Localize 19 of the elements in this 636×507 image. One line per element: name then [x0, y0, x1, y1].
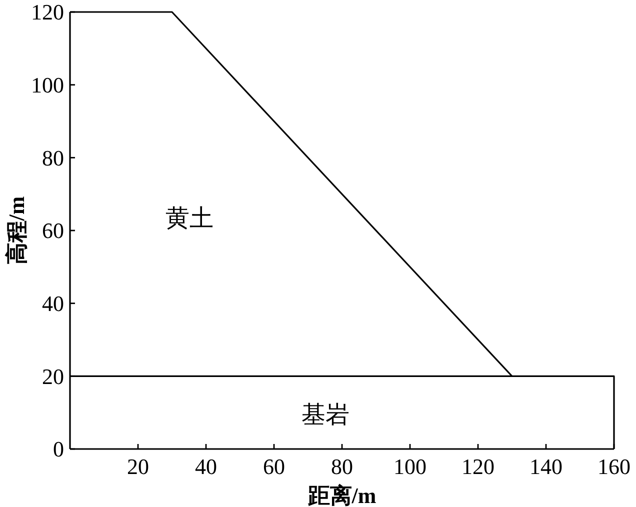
x-tick-label: 100	[394, 454, 426, 479]
x-tick-label: 160	[598, 454, 630, 479]
x-tick-label: 60	[263, 454, 285, 479]
x-tick-label: 80	[331, 454, 353, 479]
y-tick-label: 20	[42, 364, 64, 389]
y-axis-title: 高程/m	[4, 196, 29, 265]
x-axis-title: 距离/m	[306, 483, 376, 507]
x-tick-label: 40	[195, 454, 217, 479]
x-tick-label: 20	[127, 454, 149, 479]
x-tick-label: 140	[530, 454, 562, 479]
annotation: 基岩	[302, 402, 350, 428]
y-tick-label: 120	[31, 0, 64, 25]
y-tick-label: 0	[53, 436, 64, 462]
x-tick-label: 120	[462, 454, 494, 479]
y-tick-label: 40	[42, 291, 64, 316]
y-tick-label: 60	[42, 218, 64, 244]
y-tick-label: 100	[31, 72, 64, 98]
annotation: 黄土	[166, 206, 214, 232]
y-tick-label: 80	[42, 145, 64, 170]
